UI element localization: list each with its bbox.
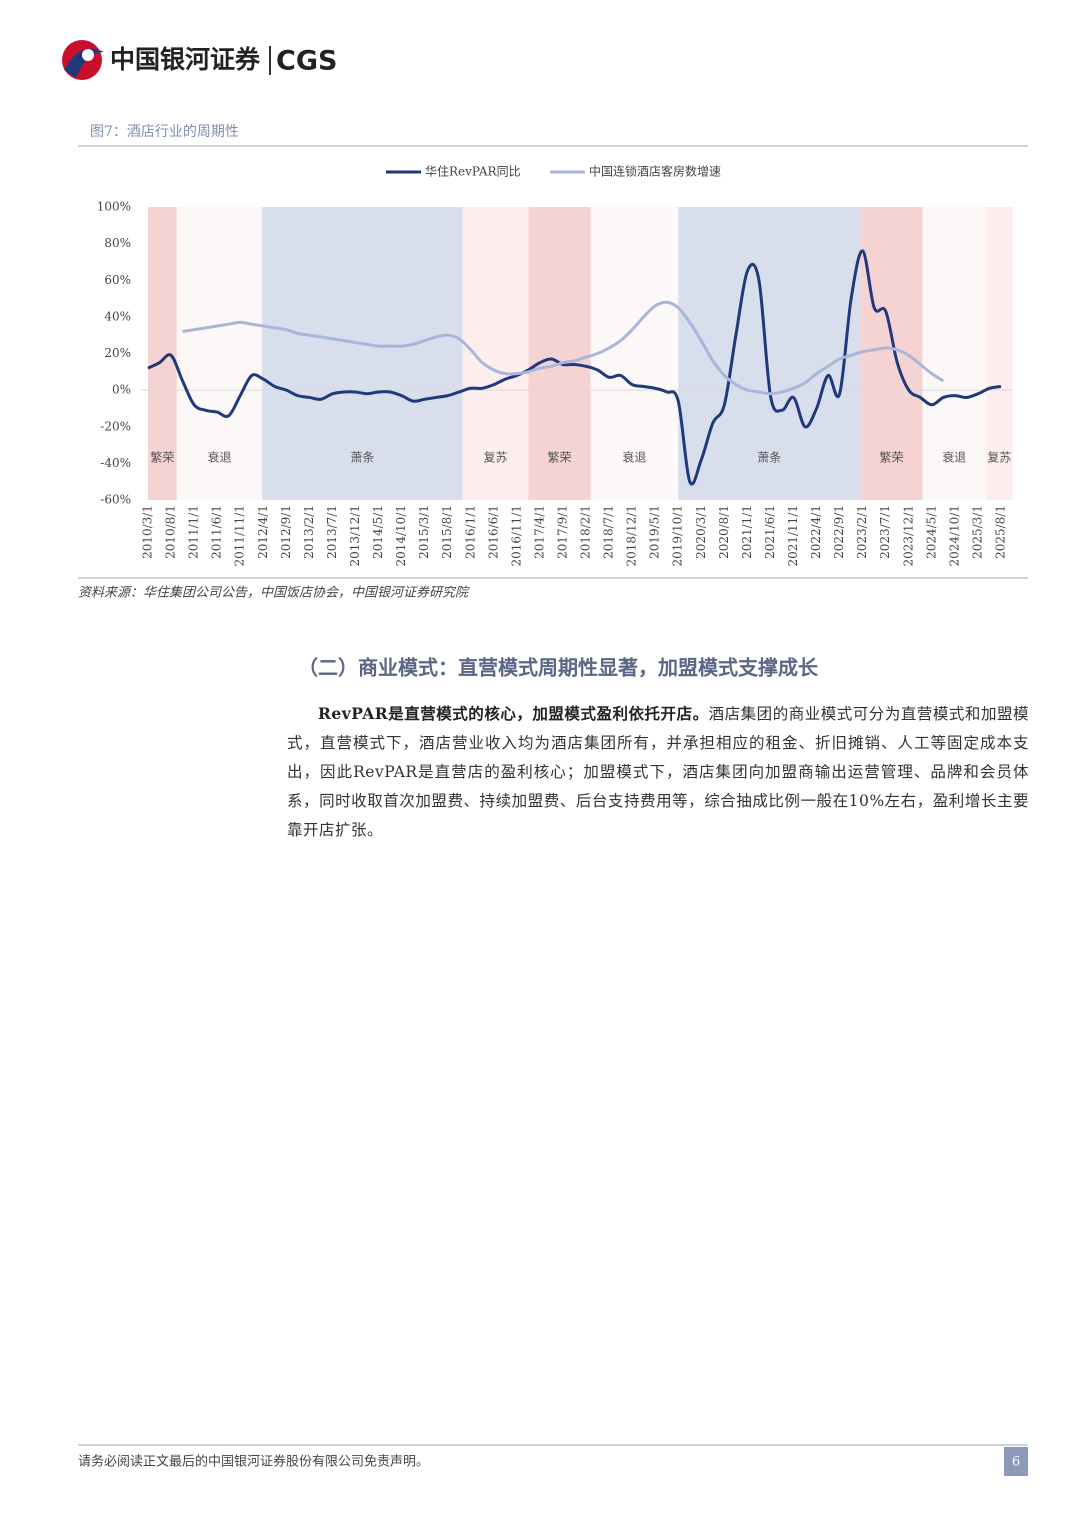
x-tick-label: 2015/3/1 [417, 505, 431, 559]
paragraph: RevPAR是直营模式的核心，加盟模式盈利依托开店。酒店集团的商业模式可分为直营… [287, 699, 1029, 845]
y-tick-label: 100% [97, 200, 131, 214]
x-tick-label: 2017/4/1 [532, 505, 546, 559]
x-tick-label: 2018/12/1 [625, 505, 639, 567]
phase-band [176, 207, 263, 500]
phase-label: 萧条 [757, 450, 781, 464]
figure-title: 图7：酒店行业的周期性 [90, 124, 239, 140]
x-tick-label: 2018/2/1 [579, 505, 593, 559]
x-tick-label: 2010/3/1 [141, 505, 155, 559]
phase-band [262, 207, 463, 500]
phase-label: 衰退 [207, 449, 231, 464]
x-tick-label: 2011/11/1 [233, 505, 247, 567]
x-tick-label: 2013/7/1 [325, 505, 339, 559]
figure-source: 资料来源：华住集团公司公告，中国饭店协会，中国银河证券研究院 [78, 585, 470, 601]
x-tick-label: 2012/4/1 [256, 505, 270, 559]
y-tick-label: -60% [100, 493, 131, 507]
x-tick-label: 2015/8/1 [440, 505, 454, 559]
x-tick-label: 2013/2/1 [302, 505, 316, 559]
x-tick-label: 2014/10/1 [394, 505, 408, 567]
phase-label: 萧条 [350, 450, 374, 464]
phase-label: 复苏 [987, 450, 1011, 464]
series-line [147, 249, 1002, 486]
y-tick-label: 40% [104, 309, 131, 323]
x-tick-label: 2016/6/1 [486, 505, 500, 559]
page-number: 6 [1012, 1455, 1020, 1470]
phase-band [590, 207, 679, 500]
logo-swoosh [64, 48, 104, 78]
phase-label: 繁荣 [548, 449, 572, 464]
x-tick-label: 2025/8/1 [994, 505, 1008, 559]
phase-label: 衰退 [942, 449, 966, 464]
y-tick-label: -20% [100, 419, 131, 433]
x-tick-label: 2012/9/1 [279, 505, 293, 559]
x-tick-label: 2020/8/1 [717, 505, 731, 559]
x-tick-label: 2023/2/1 [855, 505, 869, 559]
phase-band [860, 207, 923, 500]
x-tick-label: 2024/10/1 [947, 505, 961, 567]
y-tick-label: 80% [104, 236, 131, 250]
y-tick-label: 0% [112, 383, 131, 397]
x-tick-label: 2017/9/1 [555, 505, 569, 559]
x-tick-label: 2024/5/1 [924, 505, 938, 559]
disclaimer: 请务必阅读正文最后的中国银河证券股份有限公司免责声明。 [78, 1454, 429, 1470]
logo-dot [82, 49, 94, 61]
x-tick-label: 2020/3/1 [694, 505, 708, 559]
x-tick-label: 2011/1/1 [187, 505, 201, 559]
x-tick-label: 2019/5/1 [648, 505, 662, 559]
legend-label: 中国连锁酒店客房数增速 [589, 164, 721, 179]
x-tick-label: 2010/8/1 [164, 505, 178, 559]
phase-band [986, 207, 1013, 500]
y-tick-label: 20% [104, 346, 131, 360]
series-line [182, 300, 945, 396]
y-tick-label: 60% [104, 273, 131, 287]
x-tick-label: 2019/10/1 [671, 505, 685, 567]
logo [62, 40, 104, 80]
phase-label: 繁荣 [879, 449, 903, 464]
x-tick-label: 2011/6/1 [210, 505, 224, 559]
x-tick-label: 2016/11/1 [509, 505, 523, 567]
phase-band [922, 207, 987, 500]
x-tick-label: 2023/12/1 [901, 505, 915, 567]
x-tick-label: 2021/1/1 [740, 505, 754, 559]
lead: RevPAR是直营模式的核心，加盟模式盈利依托开店。 [318, 704, 709, 723]
brand: 中国银河证券 [110, 45, 261, 74]
body: 酒店集团的商业模式可分为直营模式和加盟模式，直营模式下，酒店营业收入均为酒店集团… [287, 705, 1029, 839]
x-tick-label: 2018/7/1 [602, 505, 616, 559]
legend-label: 华住RevPAR同比 [425, 165, 521, 179]
page-box [1004, 1447, 1028, 1476]
phase-label: 衰退 [622, 449, 646, 464]
phase-label: 繁荣 [150, 449, 174, 464]
x-tick-label: 2021/6/1 [763, 505, 777, 559]
x-tick-label: 2022/9/1 [832, 505, 846, 559]
brand-en: CGS [276, 46, 337, 77]
x-tick-label: 2021/11/1 [786, 505, 800, 567]
section-heading: （二）商业模式：直营模式周期性显著，加盟模式支撑成长 [298, 656, 819, 680]
y-tick-label: -40% [100, 456, 131, 470]
phase-band [528, 207, 591, 500]
x-tick-label: 2016/1/1 [463, 505, 477, 559]
x-tick-label: 2013/12/1 [348, 505, 362, 567]
phase-band [148, 207, 177, 500]
x-tick-label: 2023/7/1 [878, 505, 892, 559]
x-tick-label: 2025/3/1 [970, 505, 984, 559]
x-tick-label: 2022/4/1 [809, 505, 823, 559]
phase-label: 复苏 [484, 450, 508, 464]
x-tick-label: 2014/5/1 [371, 505, 385, 559]
